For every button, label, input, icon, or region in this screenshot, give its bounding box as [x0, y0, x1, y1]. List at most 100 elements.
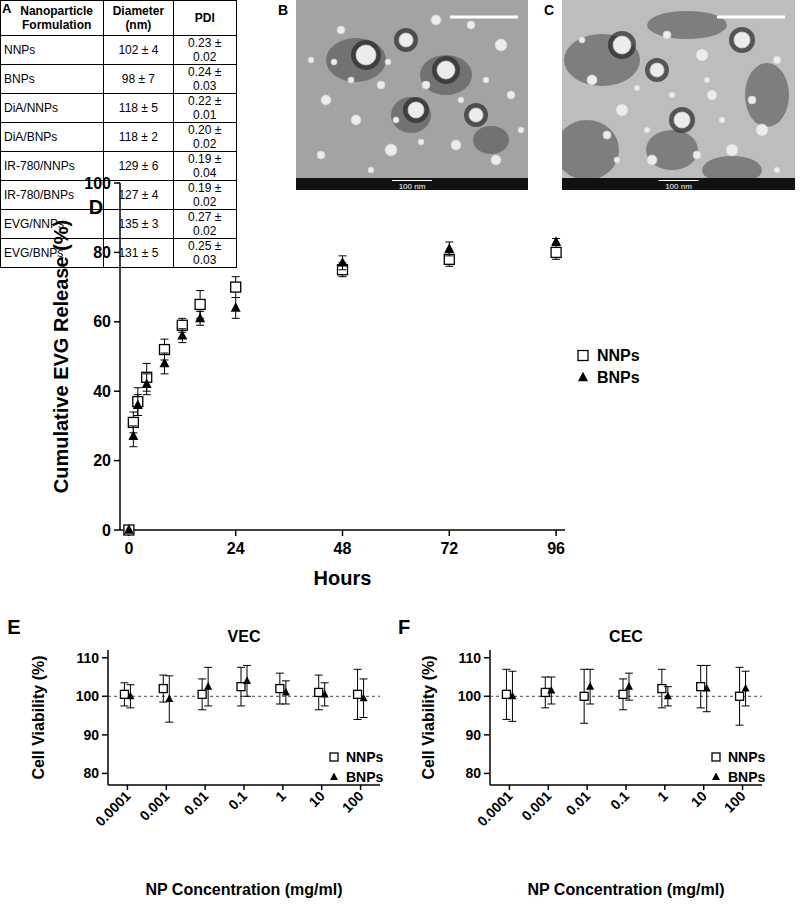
marker: [658, 685, 666, 693]
header-row: Nanoparticle FormulationDiameter (nm)PDI: [1, 1, 237, 36]
legend: NNPsBNPs: [578, 347, 640, 386]
table-panel: Nanoparticle FormulationDiameter (nm)PDI…: [0, 0, 237, 268]
marker: [547, 686, 555, 694]
marker: [508, 692, 516, 700]
y-tick: [484, 696, 490, 698]
row: IR-780/NNPs129 ± 60.19 ± 0.04: [1, 152, 237, 181]
x-tick-label: 10: [306, 788, 328, 810]
legend: NNPsBNPs: [330, 749, 384, 785]
marker: [124, 525, 134, 535]
row: NNPs102 ± 40.23 ± 0.02: [1, 36, 237, 65]
x-tick-label: 0.0001: [474, 788, 516, 830]
marker: [120, 690, 128, 698]
cell: NNPs: [1, 36, 104, 65]
chart-title: CEC: [609, 628, 643, 645]
stain: [562, 120, 619, 180]
panel-label: C: [544, 2, 554, 18]
error-bar: [658, 669, 666, 708]
error-bar: [134, 388, 142, 416]
marker: [231, 302, 241, 312]
x-tick: [321, 785, 323, 790]
stain: [646, 130, 698, 170]
marker: [338, 257, 348, 267]
x-tick-label: 24: [227, 540, 245, 557]
cell: IR-780/NNPs: [1, 152, 104, 181]
marker: [133, 399, 143, 409]
particle: [408, 102, 424, 118]
row: IR-780/BNPs127 ± 40.19 ± 0.02: [1, 181, 237, 210]
error-bar: [204, 667, 212, 706]
marker: [282, 688, 290, 696]
particle: [707, 90, 717, 100]
x-tick-label: 0.1: [607, 788, 632, 813]
error-bar: [321, 683, 329, 706]
y-tick: [102, 657, 108, 659]
cell: EVG/BNPs: [1, 239, 104, 268]
y-tick: [484, 657, 490, 659]
marker: [736, 692, 744, 700]
table: Nanoparticle FormulationDiameter (nm)PDI…: [0, 0, 237, 268]
image-background: [296, 0, 528, 190]
error-bar: [502, 669, 510, 719]
error-bar: [547, 677, 555, 704]
error-bar: [134, 395, 142, 416]
scale-bar: [717, 16, 785, 19]
scale-bar: [450, 16, 518, 19]
panel-label: A: [2, 1, 11, 16]
legend-label: NNPs: [728, 749, 766, 765]
row: DiA/BNPs118 ± 20.20 ± 0.02: [1, 123, 237, 152]
halo: [403, 97, 429, 123]
cell: 0.25 ± 0.03: [173, 239, 237, 268]
x-axis-label: NP Concentration (mg/ml): [145, 881, 342, 898]
y-tick-label: 110: [76, 650, 99, 666]
particle: [603, 131, 611, 139]
error-bar: [196, 311, 204, 325]
marker: [586, 682, 594, 690]
particle: [774, 167, 780, 173]
particle: [507, 91, 515, 99]
particle: [483, 77, 489, 83]
x-tick: [586, 785, 588, 790]
particle: [351, 115, 361, 125]
x-tick: [235, 530, 237, 536]
chart-title: VEC: [228, 628, 261, 645]
error-bar: [282, 681, 290, 704]
error-bar: [159, 675, 167, 702]
particle: [377, 81, 385, 89]
stain: [745, 63, 789, 127]
marker: [160, 358, 170, 368]
particle: [431, 15, 441, 25]
error-bar: [232, 298, 240, 319]
halo: [608, 31, 636, 59]
legend-label: BNPs: [346, 769, 384, 785]
particle: [518, 127, 524, 133]
error-bar: [697, 665, 705, 707]
halo: [432, 56, 460, 84]
marker: [195, 313, 205, 323]
particle: [422, 81, 430, 89]
particle: [614, 157, 620, 163]
particle: [356, 45, 376, 65]
particle: [644, 127, 650, 133]
row: DiA/NNPs118 ± 50.22 ± 0.01: [1, 94, 237, 123]
particle: [674, 112, 690, 128]
cell: 0.20 ± 0.02: [173, 123, 237, 152]
y-tick-label: 80: [465, 765, 481, 781]
error-bar: [508, 671, 516, 721]
legend: NNPs BNPs: [712, 749, 766, 785]
y-tick-label: 80: [83, 765, 99, 781]
cell: DiA/BNPs: [1, 123, 104, 152]
x-tick: [548, 785, 550, 790]
particle: [331, 59, 337, 65]
legend-label: BNPs: [728, 769, 766, 785]
legend-marker: [330, 753, 338, 761]
x-tick: [703, 785, 705, 790]
marker: [625, 682, 633, 690]
cell: 118 ± 2: [104, 123, 173, 152]
cell: 135 ± 3: [104, 210, 173, 239]
x-tick: [243, 785, 245, 790]
marker: [126, 692, 134, 700]
particle: [663, 31, 671, 39]
marker: [165, 694, 173, 702]
x-tick-label: 10: [688, 788, 710, 810]
